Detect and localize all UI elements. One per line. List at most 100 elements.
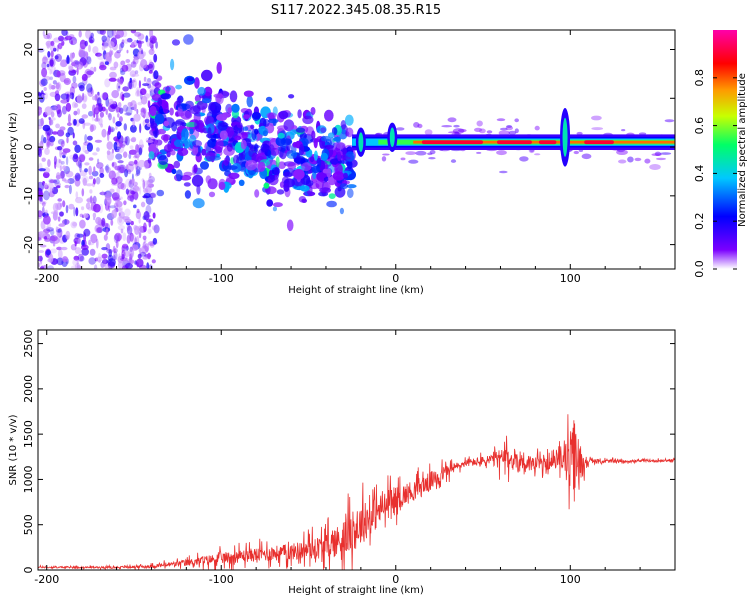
spectrogram-signal-blob [309, 156, 315, 163]
spectrogram-noise-blob [50, 235, 58, 242]
spectrogram-signal-blob [223, 146, 235, 156]
spectrogram-noise-blob [98, 117, 103, 126]
spectrogram-noise-blob [52, 80, 58, 85]
spectrogram-noise-blob [57, 146, 63, 151]
spectrogram-noise-blob [42, 54, 47, 63]
spectrogram-noise-blob [128, 161, 135, 166]
spectrogram-noise-blob [111, 161, 117, 168]
spectrogram-noise-blob [55, 123, 60, 129]
spectrogram-noise-blob [65, 102, 72, 112]
spectrogram-noise-blob [39, 200, 47, 205]
spectrogram-noise-blob [49, 68, 52, 75]
spectrogram-signal-blob [158, 155, 169, 166]
spectrogram-signal-blob [326, 200, 337, 208]
spectrogram-noise-blob [81, 175, 89, 184]
spectrogram-noise-blob [119, 164, 127, 174]
spectrogram-signal-blob [217, 121, 228, 131]
spectrogram-noise-blob [121, 39, 125, 45]
spectrogram-noise-blob [87, 242, 95, 246]
spectrogram-noise-blob [155, 41, 159, 49]
spectrogram-noise-blob [44, 225, 51, 230]
spectrogram-noise-blob [57, 138, 65, 145]
spectrogram-noise-blob [138, 217, 141, 224]
spectrogram-noise-blob [39, 266, 45, 269]
spectrogram-signal-blob [248, 148, 255, 158]
spectrogram-signal-blob [272, 206, 277, 212]
spectrogram-noise-blob [45, 40, 53, 47]
spectrogram-noise-blob [75, 191, 79, 199]
spectrogram-noise-blob [140, 112, 144, 116]
spectrogram-noise-blob [130, 190, 136, 195]
spectrogram-noise-blob [101, 217, 106, 227]
spectrogram-noise-blob [43, 34, 51, 40]
spectrogram-noise-blob [131, 136, 137, 143]
spectrogram-signal-blob [234, 135, 242, 141]
spectrogram-noise-blob [89, 195, 93, 204]
spectrogram-signal-blob [340, 120, 347, 130]
spectrogram-noise-blob [82, 177, 88, 186]
spectrogram-noise-blob [70, 40, 73, 45]
spectrogram-noise-blob [139, 123, 142, 134]
spectrogram-signal-blob [334, 163, 343, 175]
snr-x-axis-label: Height of straight line (km) [288, 585, 424, 596]
spectrogram-noise-blob [106, 30, 114, 38]
spectrogram-noise-blob [72, 222, 78, 227]
spectrogram-noise-blob [110, 103, 118, 109]
spectrogram-noise-blob [43, 87, 47, 91]
spectrogram-noise-blob [133, 113, 141, 122]
spectrogram-noise-blob [54, 93, 61, 102]
spectrogram-halo-blob [479, 128, 486, 134]
spectrogram-noise-blob [58, 35, 64, 42]
spectrogram-noise-blob [137, 40, 142, 49]
colorbar-gradient [713, 30, 737, 269]
spectrogram-noise-blob [40, 265, 44, 269]
spectrogram-noise-blob [40, 117, 44, 127]
spectrogram-noise-blob [134, 260, 137, 265]
spectrogram-halo-blob [576, 131, 583, 136]
spectrogram-noise-blob [108, 113, 112, 121]
spectrogram-noise-blob [81, 93, 88, 103]
spectrogram-signal-blob [173, 160, 181, 169]
spectrogram-noise-blob [137, 159, 146, 168]
spectrogram-noise-blob [38, 231, 46, 238]
spectrogram-noise-blob [99, 64, 107, 71]
spectrogram-noise-blob [148, 48, 155, 56]
spectrogram-noise-blob [84, 168, 88, 173]
snr-x-tick-label: -100 [209, 573, 234, 586]
spectrogram-noise-blob [127, 195, 135, 201]
spectrogram-noise-blob [79, 39, 87, 50]
spectrogram-noise-blob [97, 53, 105, 61]
spectrogram-noise-blob [88, 44, 91, 53]
spectrogram-signal-blob [201, 98, 212, 104]
spectrogram-noise-blob [53, 155, 57, 165]
spectrogram-noise-blob [108, 50, 113, 58]
spectrogram-noise-blob [76, 67, 79, 76]
spectrogram-noise-blob [78, 237, 81, 245]
spectrogram-noise-blob [122, 265, 129, 269]
spectrogram-noise-blob [116, 30, 125, 38]
spectrogram-noise-blob [44, 209, 48, 215]
spectrogram-noise-blob [50, 50, 54, 58]
spectrogram-y-tick-label: 10 [22, 91, 35, 105]
spectrogram-halo-blob [476, 151, 482, 154]
spectrogram-halo-blob [618, 159, 627, 164]
spectrogram-noise-blob [119, 78, 124, 85]
spectrogram-noise-blob [120, 41, 125, 49]
spectrogram-noise-blob [117, 225, 125, 231]
spectrogram-noise-blob [124, 136, 128, 144]
spectrogram-signal-blob [301, 162, 312, 172]
spectrogram-noise-blob [41, 94, 44, 98]
spectrogram-noise-blob [108, 102, 111, 111]
spectrogram-noise-blob [56, 246, 62, 251]
spectrogram-burst-core [358, 132, 364, 152]
spectrogram-x-tick-label: 0 [392, 272, 399, 285]
spectrogram-noise-blob [108, 41, 115, 49]
spectrogram-noise-blob [140, 201, 146, 208]
spectrogram-noise-blob [41, 201, 46, 207]
spectrogram-noise-blob [145, 204, 152, 215]
spectrogram-noise-blob [124, 112, 132, 116]
spectrogram-noise-blob [101, 35, 107, 43]
spectrogram-noise-blob [106, 55, 112, 63]
spectrogram-halo-blob [496, 150, 507, 156]
spectrogram-noise-blob [91, 112, 95, 122]
